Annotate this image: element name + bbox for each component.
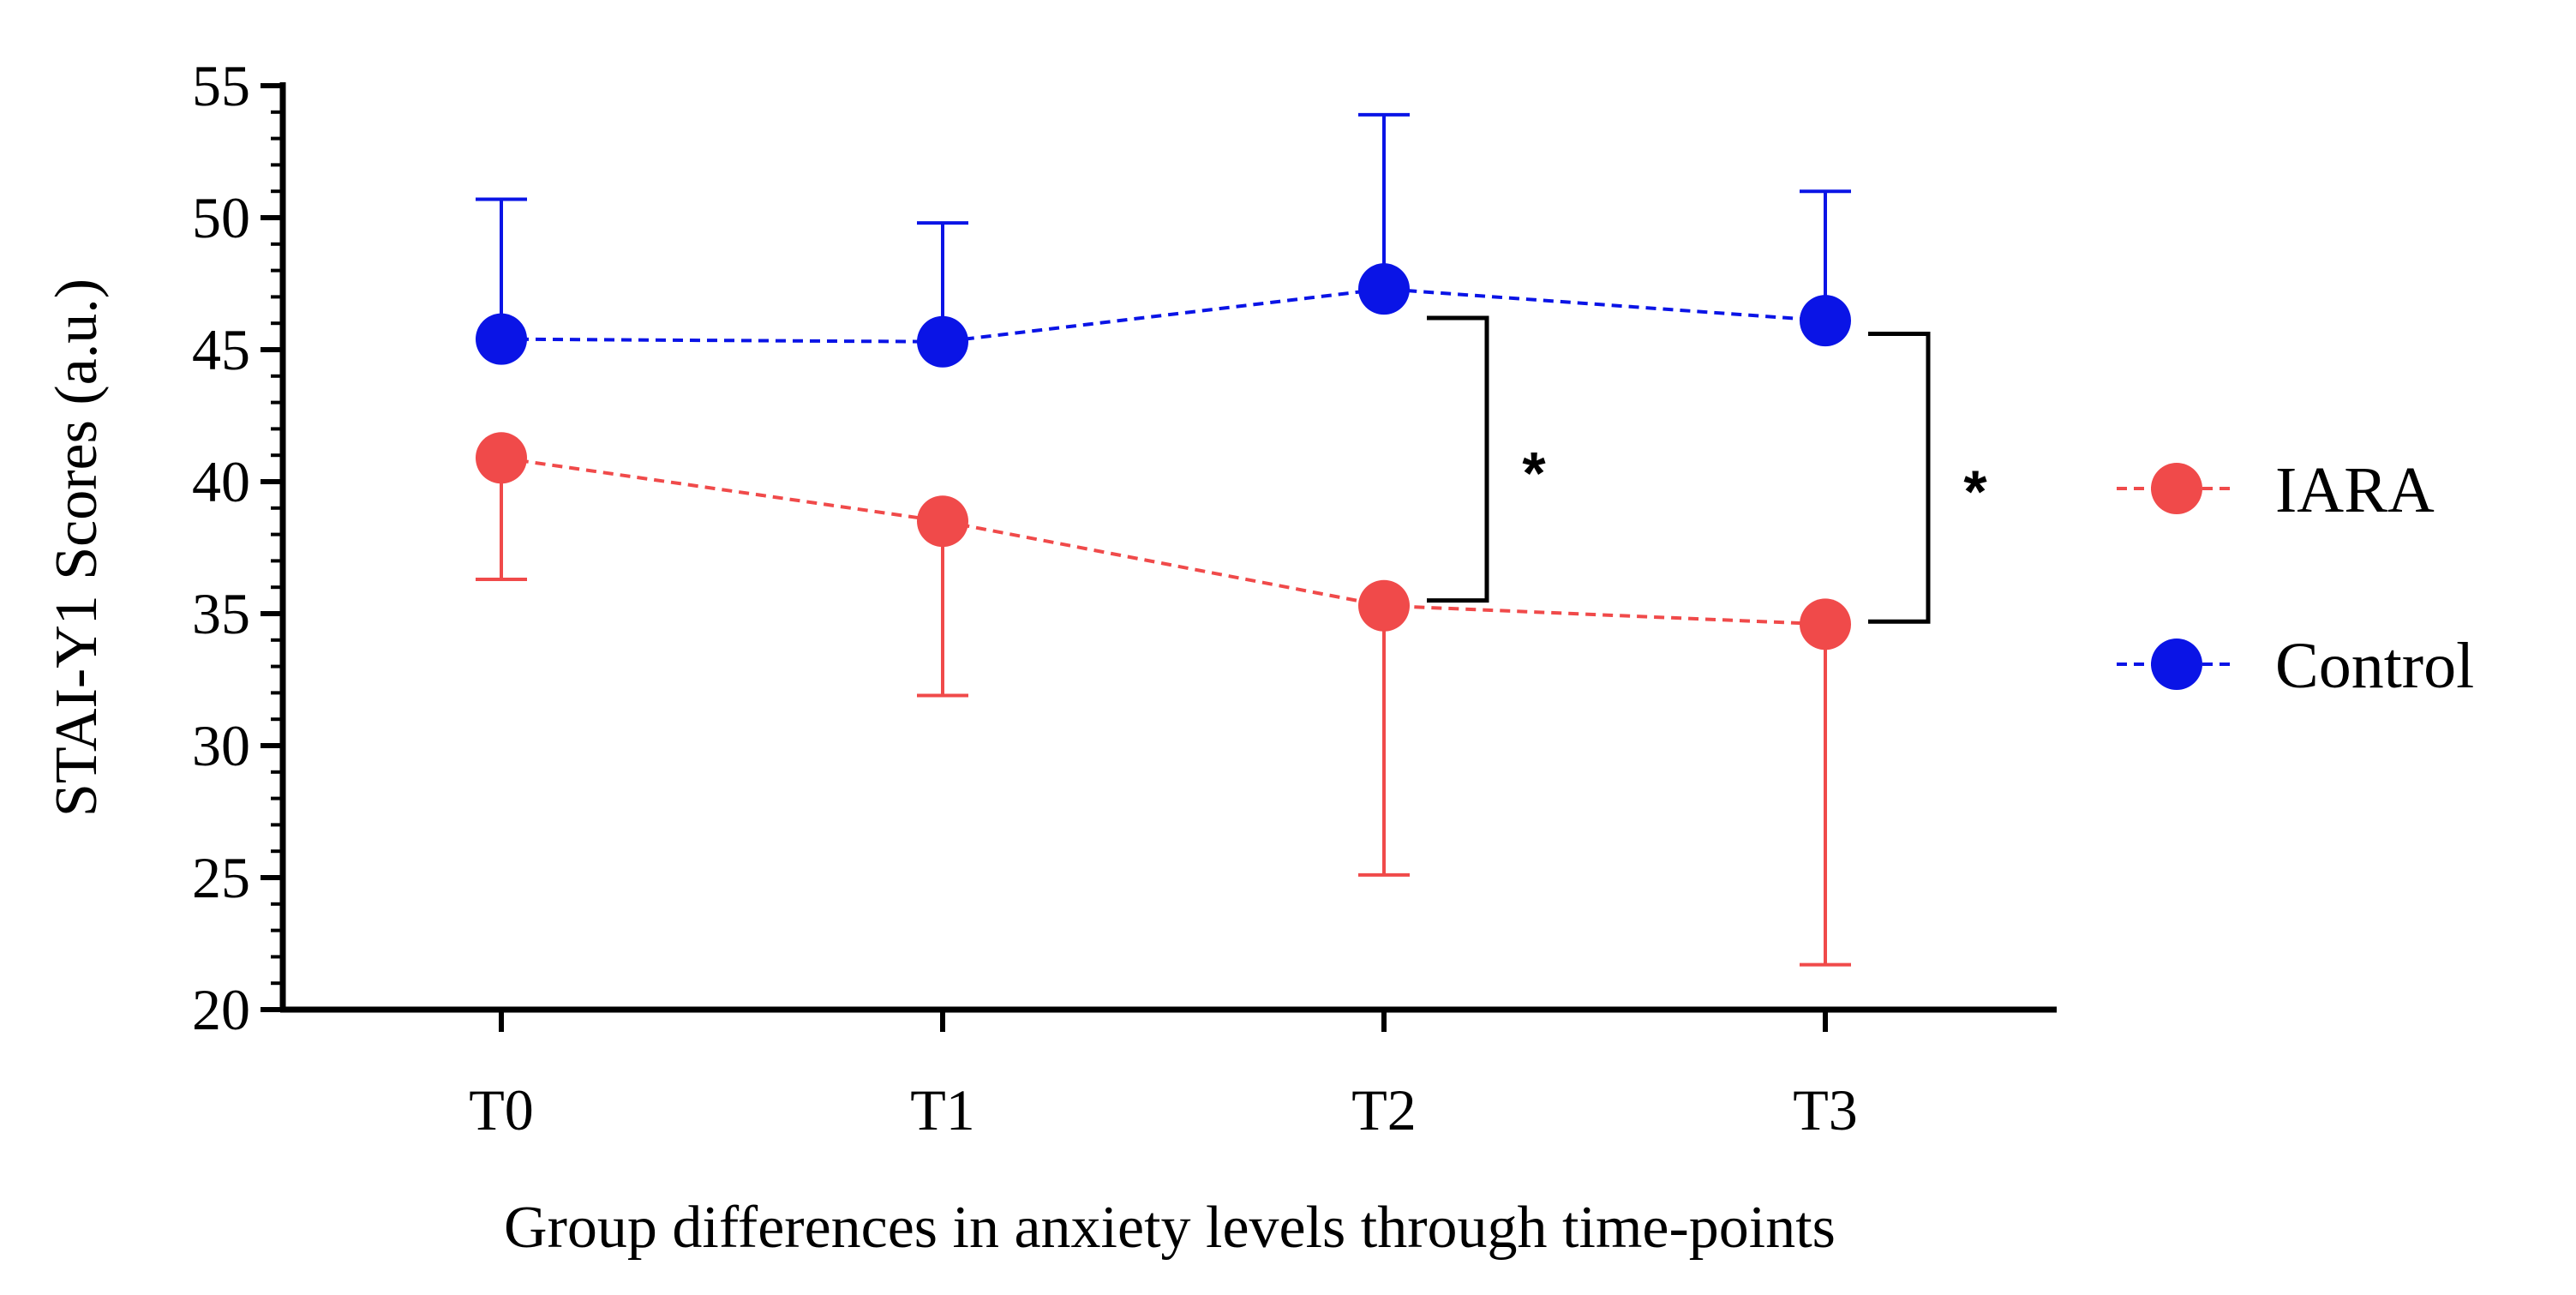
data-point-control-T1	[917, 315, 968, 368]
data-point-iara-T3	[1800, 598, 1851, 650]
legend-label-iara: IARA	[2275, 454, 2435, 526]
series-iara	[476, 432, 1851, 967]
y-tick-label-45: 45	[192, 317, 250, 382]
bracket-line-T3	[1868, 332, 1931, 624]
data-point-control-T3	[1800, 295, 1851, 347]
legend: IARA Control	[2117, 454, 2474, 702]
axes: 20 25 30 35 40 45 50 55 T0 T1 T2 T3 Group difference…	[44, 53, 2057, 1261]
legend-item-control: Control	[2117, 630, 2474, 702]
series-line-iara	[500, 456, 1826, 627]
data-point-iara-T0	[476, 432, 527, 484]
y-tick-label-40: 40	[192, 449, 250, 514]
data-point-iara-T2	[1358, 579, 1410, 632]
x-tick-label-T3: T3	[1793, 1077, 1858, 1142]
x-tick-label-T2: T2	[1351, 1077, 1417, 1142]
y-tick-label-20: 20	[192, 977, 250, 1042]
data-point-iara-T1	[917, 495, 968, 548]
y-tick-label-55: 55	[192, 53, 250, 118]
legend-marker-control	[2151, 639, 2202, 690]
significance-bracket-T2: *	[1427, 315, 1546, 603]
significance-bracket-T3: *	[1868, 332, 1987, 624]
x-tick-label-T0: T0	[469, 1077, 534, 1142]
y-tick-label-30: 30	[192, 713, 250, 778]
annotations: * *	[1427, 315, 1987, 624]
significance-label-T3: *	[1963, 458, 1987, 525]
data-point-control-T0	[476, 313, 527, 365]
data-point-control-T2	[1358, 263, 1410, 315]
series-line-control	[500, 287, 1826, 344]
bracket-line-T2	[1427, 315, 1489, 603]
series-control	[476, 112, 1851, 368]
legend-label-control: Control	[2275, 630, 2474, 702]
y-tick-label-25: 25	[192, 845, 250, 910]
significance-label-T2: *	[1522, 440, 1546, 507]
x-axis-title: Group differences in anxiety levels thro…	[504, 1195, 1836, 1261]
legend-item-iara: IARA	[2117, 454, 2435, 526]
x-tick-label-T1: T1	[910, 1077, 975, 1142]
y-tick-label-35: 35	[192, 581, 250, 646]
legend-marker-iara	[2151, 463, 2202, 514]
series-layer	[476, 112, 1851, 967]
y-axis-title: STAI-Y1 Scores (a.u.)	[44, 279, 110, 817]
y-tick-label-50: 50	[192, 185, 250, 250]
